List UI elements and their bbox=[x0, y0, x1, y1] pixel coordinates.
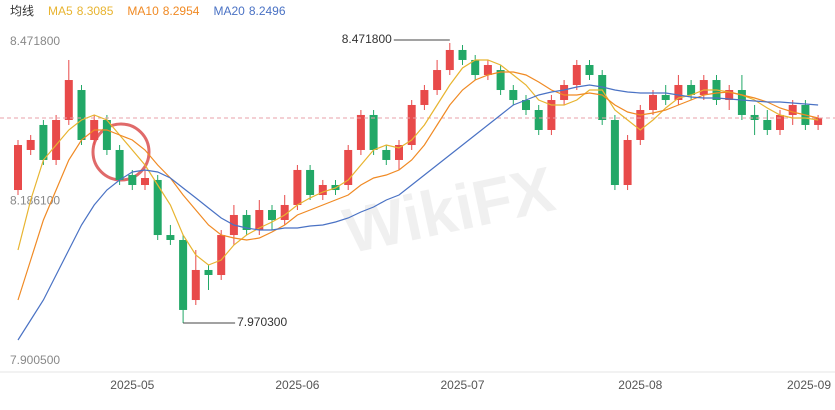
candle-body bbox=[217, 235, 226, 276]
legend-value: 8.3085 bbox=[77, 4, 114, 18]
candle-body bbox=[750, 114, 759, 120]
legend-title: 均线 bbox=[10, 4, 34, 18]
x-tick-label: 2025-08 bbox=[618, 378, 662, 392]
candle-body bbox=[598, 74, 607, 120]
candle-body bbox=[458, 49, 467, 60]
candle-body bbox=[433, 70, 442, 91]
candle-body bbox=[255, 210, 264, 230]
annotation-label: 8.471800 bbox=[342, 32, 392, 46]
candle-body bbox=[191, 269, 200, 301]
candle-body bbox=[153, 179, 162, 236]
candle-body bbox=[788, 104, 797, 115]
candle-body bbox=[522, 100, 530, 111]
candle-body bbox=[344, 149, 353, 185]
highlight-circle bbox=[91, 122, 151, 182]
candle-body bbox=[560, 84, 569, 101]
candle-body bbox=[636, 110, 645, 140]
candle-body bbox=[14, 145, 22, 191]
candle-body bbox=[445, 49, 454, 71]
candle-body bbox=[687, 84, 696, 95]
y-tick-label: 8.471800 bbox=[10, 34, 60, 48]
candle-body bbox=[26, 139, 35, 150]
candle-body bbox=[280, 204, 289, 221]
x-tick-label: 2025-07 bbox=[440, 378, 484, 392]
candle-body bbox=[395, 145, 403, 160]
candle-body bbox=[128, 175, 137, 185]
candle-body bbox=[52, 120, 61, 160]
candle-body bbox=[77, 90, 86, 140]
x-tick-label: 2025-09 bbox=[787, 378, 831, 392]
candle-body bbox=[407, 104, 416, 146]
candle-body bbox=[39, 124, 48, 160]
candle-body bbox=[776, 114, 784, 130]
candle-body bbox=[268, 210, 276, 221]
candle-body bbox=[420, 90, 429, 105]
candle-body bbox=[623, 139, 632, 185]
candle-body bbox=[115, 149, 124, 180]
candle-body bbox=[356, 114, 365, 150]
candle-body bbox=[649, 94, 657, 111]
y-tick-label: 8.186100 bbox=[10, 194, 60, 208]
candle-body bbox=[585, 65, 594, 75]
candle-body bbox=[102, 120, 111, 150]
y-tick-label: 7.900500 bbox=[10, 353, 60, 367]
legend-label: MA10 bbox=[127, 4, 159, 18]
candle-body bbox=[674, 84, 683, 101]
candle-body bbox=[471, 59, 480, 75]
candle-body bbox=[318, 184, 327, 195]
candle-body bbox=[814, 117, 823, 125]
candle-body bbox=[763, 120, 772, 130]
candle-body bbox=[610, 120, 619, 185]
x-tick-label: 2025-06 bbox=[275, 378, 319, 392]
candle-body bbox=[547, 100, 556, 130]
candle-body bbox=[534, 110, 543, 130]
x-tick-label: 2025-05 bbox=[110, 378, 154, 392]
legend-value: 8.2496 bbox=[249, 4, 286, 18]
candle-body bbox=[204, 269, 213, 276]
ma-line bbox=[17, 84, 819, 341]
candle-body bbox=[166, 235, 175, 240]
candle-body bbox=[699, 80, 708, 95]
candle-body bbox=[572, 65, 581, 85]
candle-body bbox=[725, 90, 734, 101]
ma-line bbox=[17, 71, 819, 301]
legend-value: 8.2954 bbox=[163, 4, 200, 18]
candle-body bbox=[141, 178, 149, 185]
annotation-label: 7.970300 bbox=[237, 315, 287, 329]
candle-body bbox=[737, 90, 746, 115]
candle-body bbox=[509, 90, 518, 101]
candle-body bbox=[306, 169, 315, 195]
candle-body bbox=[293, 169, 302, 205]
candle-body bbox=[661, 94, 670, 101]
candle-body bbox=[179, 239, 188, 310]
candle-body bbox=[369, 114, 378, 150]
legend-label: MA5 bbox=[48, 4, 73, 18]
candle-body bbox=[496, 70, 505, 91]
candle-body bbox=[64, 80, 73, 120]
candle-body bbox=[483, 65, 492, 75]
candle-body bbox=[242, 214, 251, 230]
candle-body bbox=[382, 149, 391, 160]
legend-label: MA20 bbox=[213, 4, 245, 18]
